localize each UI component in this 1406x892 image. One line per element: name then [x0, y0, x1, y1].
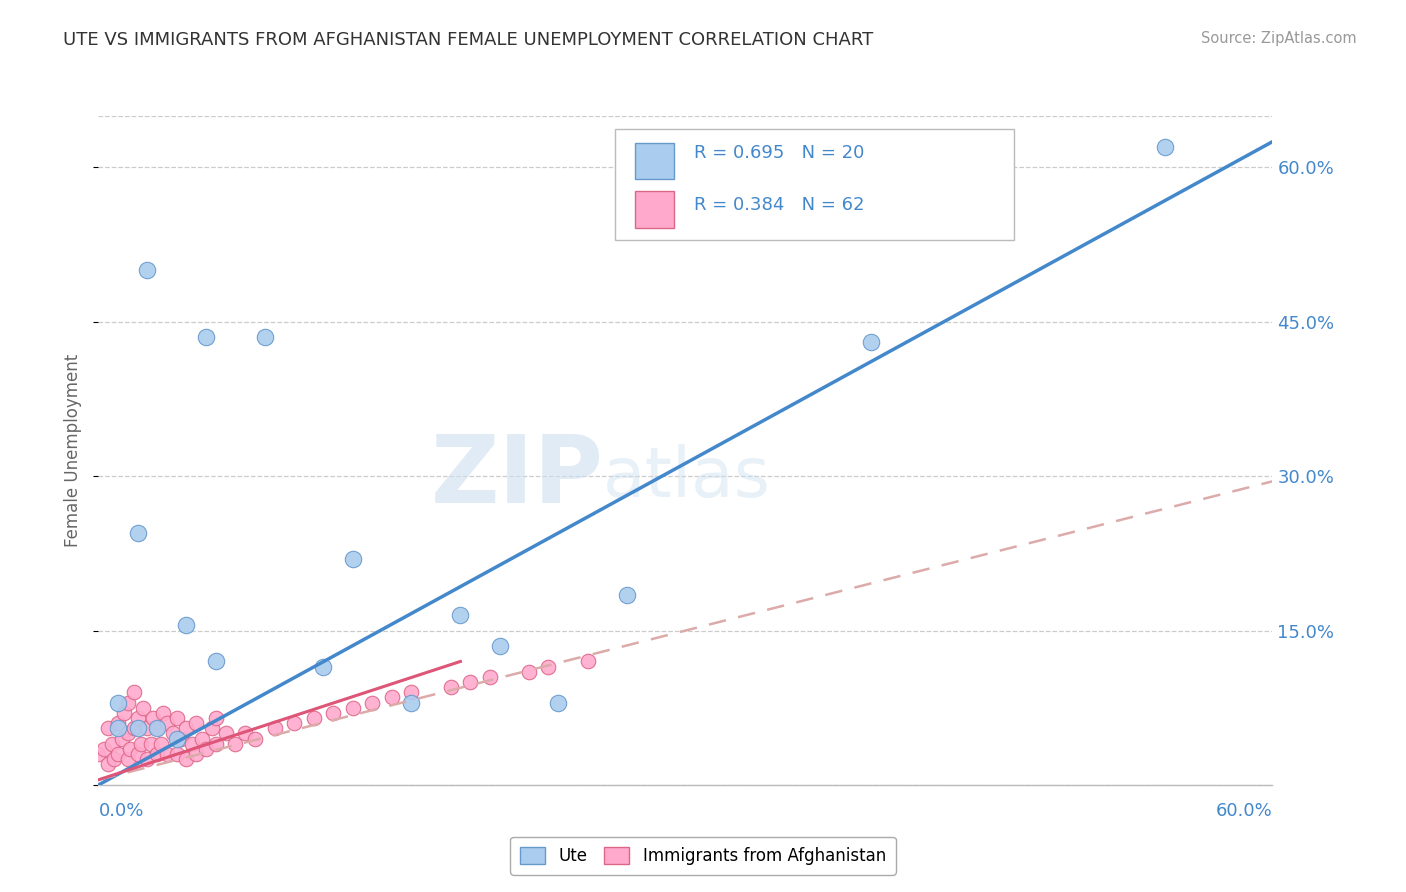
Point — [146, 722, 169, 736]
Point — [181, 737, 204, 751]
Point — [478, 670, 501, 684]
Point — [136, 263, 159, 277]
Text: R = 0.695   N = 20: R = 0.695 N = 20 — [693, 145, 865, 162]
Point — [122, 685, 145, 699]
Point — [449, 608, 471, 623]
Point — [186, 716, 208, 731]
Point — [103, 752, 125, 766]
Point — [107, 747, 129, 761]
Point — [517, 665, 540, 679]
Point — [87, 747, 110, 761]
Point — [401, 685, 423, 699]
Point — [118, 742, 141, 756]
Point — [117, 696, 139, 710]
Point — [127, 747, 149, 761]
Point — [136, 722, 159, 736]
Point — [127, 722, 149, 736]
Point — [176, 752, 198, 766]
Text: UTE VS IMMIGRANTS FROM AFGHANISTAN FEMALE UNEMPLOYMENT CORRELATION CHART: UTE VS IMMIGRANTS FROM AFGHANISTAN FEMAL… — [63, 31, 873, 49]
Point — [195, 330, 218, 344]
FancyBboxPatch shape — [614, 129, 1014, 240]
Point — [191, 731, 214, 746]
Point — [141, 737, 163, 751]
Y-axis label: Female Unemployment: Female Unemployment — [65, 354, 83, 547]
Point — [97, 757, 120, 772]
Point — [146, 722, 169, 736]
Point — [156, 716, 179, 731]
Point — [107, 696, 129, 710]
Point — [122, 722, 145, 736]
Point — [440, 680, 463, 694]
Point — [136, 752, 159, 766]
Point — [201, 722, 224, 736]
Text: atlas: atlas — [603, 443, 770, 511]
Text: 60.0%: 60.0% — [1216, 802, 1272, 820]
Point — [132, 700, 155, 714]
Point — [243, 731, 266, 746]
Text: ZIP: ZIP — [430, 431, 603, 524]
FancyBboxPatch shape — [636, 143, 673, 179]
Point — [156, 747, 179, 761]
Point — [205, 711, 228, 725]
Point — [117, 752, 139, 766]
Point — [253, 330, 276, 344]
Point — [233, 726, 256, 740]
Point — [488, 639, 510, 653]
Point — [166, 711, 188, 725]
Point — [186, 747, 208, 761]
Point — [302, 711, 325, 725]
Point — [107, 716, 129, 731]
Point — [112, 706, 135, 720]
Point — [107, 722, 129, 736]
Text: Source: ZipAtlas.com: Source: ZipAtlas.com — [1201, 31, 1357, 46]
Point — [547, 696, 569, 710]
Point — [152, 706, 174, 720]
Text: 0.0%: 0.0% — [98, 802, 143, 820]
FancyBboxPatch shape — [636, 191, 673, 228]
Point — [401, 696, 423, 710]
Point — [131, 737, 153, 751]
Point — [263, 722, 285, 736]
Point — [342, 700, 364, 714]
Point — [142, 711, 165, 725]
Point — [166, 747, 188, 761]
Point — [224, 737, 246, 751]
Point — [176, 618, 198, 632]
Point — [361, 696, 384, 710]
Point — [93, 742, 115, 756]
Point — [381, 690, 404, 705]
Point — [169, 731, 191, 746]
Point — [97, 722, 120, 736]
Point — [205, 737, 228, 751]
Legend: Ute, Immigrants from Afghanistan: Ute, Immigrants from Afghanistan — [510, 837, 896, 875]
Point — [127, 525, 149, 540]
Point — [537, 659, 560, 673]
Point — [458, 675, 481, 690]
Point — [111, 731, 134, 746]
Point — [342, 551, 364, 566]
Point — [616, 588, 638, 602]
Point — [127, 711, 149, 725]
Point — [117, 726, 139, 740]
Point — [176, 722, 198, 736]
Point — [283, 716, 305, 731]
Point — [205, 655, 228, 669]
Point — [860, 335, 883, 350]
Point — [312, 659, 335, 673]
Text: R = 0.384   N = 62: R = 0.384 N = 62 — [693, 196, 865, 214]
Point — [195, 742, 218, 756]
Point — [150, 737, 173, 751]
Point — [322, 706, 344, 720]
Point — [166, 731, 188, 746]
Point — [146, 747, 169, 761]
Point — [576, 655, 599, 669]
Point — [101, 737, 124, 751]
Point — [1153, 140, 1175, 154]
Point — [162, 726, 184, 740]
Point — [214, 726, 236, 740]
